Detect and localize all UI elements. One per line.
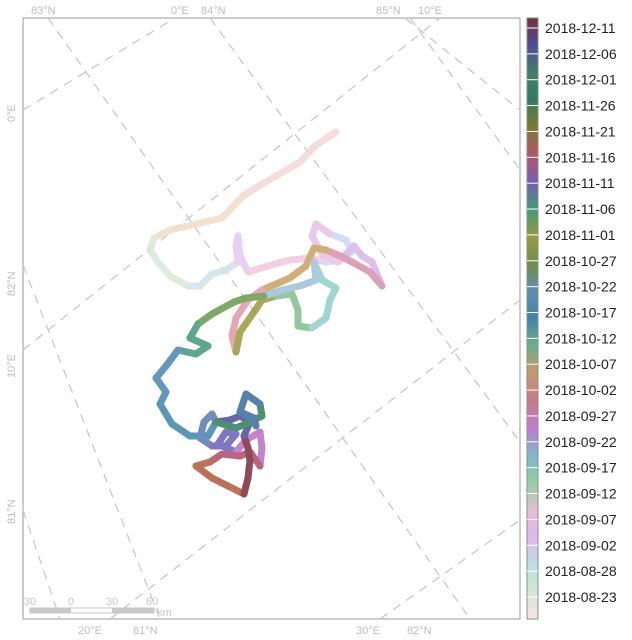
legend-date-label: 2018-12-11 xyxy=(545,20,616,36)
scale-tick-label: 30 xyxy=(106,596,118,608)
track-segment xyxy=(192,214,226,228)
track-segment xyxy=(311,128,340,150)
scale-bar-segment xyxy=(112,608,154,613)
scale-bar-segment xyxy=(30,608,71,613)
legend-date-label: 2018-09-22 xyxy=(545,434,617,450)
legend-date-label: 2018-09-12 xyxy=(545,486,617,502)
top-label: 10°E xyxy=(418,5,442,17)
legend-colorbar xyxy=(526,17,539,620)
track-segment xyxy=(232,296,252,322)
legend-date-label: 2018-10-07 xyxy=(545,356,617,372)
top-edge-labels: 83°N 0°E 84°N 85°N 10°E xyxy=(31,5,442,17)
legend-date-label: 2018-09-02 xyxy=(545,537,617,553)
track-segment xyxy=(239,180,266,200)
left-label: 82°N xyxy=(6,271,18,296)
map-panel xyxy=(22,17,521,620)
left-label: 10°E xyxy=(6,354,18,378)
bottom-edge-labels: 20°E 81°N 30°E 82°N xyxy=(78,625,432,637)
legend-date-label: 2018-11-21 xyxy=(545,123,616,139)
bottom-label: 20°E xyxy=(78,625,102,637)
left-edge-labels: 0°E 82°N 10°E 81°N xyxy=(6,104,18,524)
legend-date-label: 2018-11-01 xyxy=(545,227,616,243)
scale-tick-label: 30 xyxy=(24,596,36,608)
track-segment xyxy=(168,420,194,440)
top-label: 84°N xyxy=(201,5,226,17)
track-segment xyxy=(236,308,258,336)
legend-date-label: 2018-12-06 xyxy=(545,46,617,62)
track-segment xyxy=(296,142,319,166)
legend-date-label: 2018-08-23 xyxy=(545,589,617,605)
bottom-label: 30°E xyxy=(356,625,380,637)
track-segment xyxy=(264,256,294,270)
graticule xyxy=(22,17,521,620)
top-label: 83°N xyxy=(31,5,56,17)
bottom-label: 81°N xyxy=(133,625,158,637)
scale-tick-label: 60 xyxy=(146,596,158,608)
track-segment xyxy=(258,168,287,188)
top-label: 85°N xyxy=(376,5,401,17)
legend-date-label: 2018-09-17 xyxy=(545,460,617,476)
track-segment xyxy=(218,192,247,222)
legend-date-label: 2018-11-16 xyxy=(545,149,616,165)
legend-date-label: 2018-08-28 xyxy=(545,563,617,579)
legend-date-label: 2018-10-17 xyxy=(545,305,617,321)
bottom-label: 82°N xyxy=(407,625,432,637)
legend-date-label: 2018-10-12 xyxy=(545,330,617,346)
track-segment xyxy=(166,220,200,234)
legend-date-label: 2018-12-01 xyxy=(545,72,617,88)
date-legend: 2018-12-11 2018-12-06 2018-12-01 2018-11-26… xyxy=(526,17,617,620)
track-segment xyxy=(258,274,294,294)
legend-date-label: 2018-10-02 xyxy=(545,382,617,398)
legend-date-label: 2018-11-11 xyxy=(545,175,615,191)
legend-date-label: 2018-09-07 xyxy=(545,511,617,527)
top-label: 0°E xyxy=(171,5,189,17)
legend-date-label: 2018-11-06 xyxy=(545,201,616,217)
track-segment xyxy=(250,414,260,430)
legend-date-label: 2018-11-26 xyxy=(545,98,616,114)
legend-date-label: 2018-10-22 xyxy=(545,279,617,295)
legend-date-label: 2018-09-27 xyxy=(545,408,617,424)
left-label: 81°N xyxy=(6,499,18,524)
scale-bar: 30 0 30 60 km xyxy=(24,596,172,619)
scale-unit-label: km xyxy=(157,607,172,619)
track-segment xyxy=(208,298,238,318)
scale-tick-label: 0 xyxy=(68,596,74,608)
animal-track xyxy=(146,128,386,498)
left-label: 0°E xyxy=(6,104,18,122)
track-segment xyxy=(156,400,176,428)
legend-date-label: 2018-10-27 xyxy=(545,253,617,269)
